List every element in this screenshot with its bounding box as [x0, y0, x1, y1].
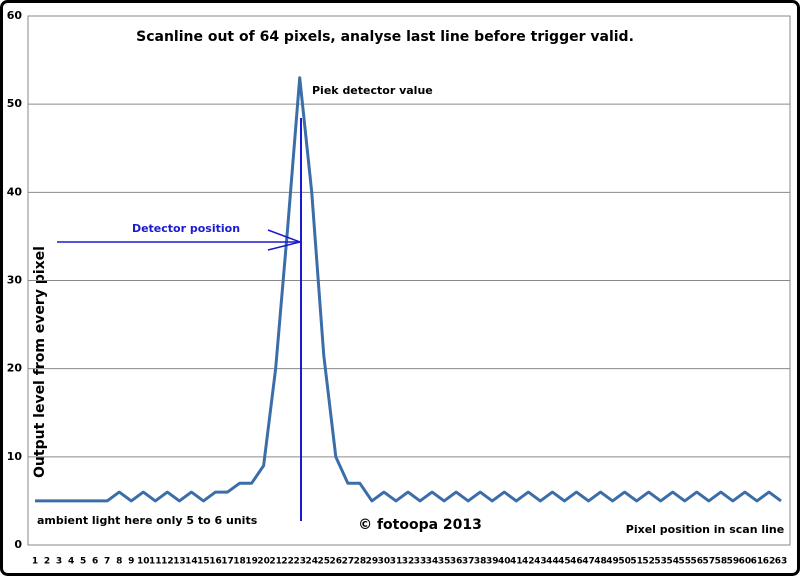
x-tick-label: 25 — [318, 557, 331, 567]
x-tick-label: 2 — [44, 557, 50, 567]
x-tick-label: 62 — [763, 557, 776, 567]
x-tick-label: 61 — [751, 557, 764, 567]
x-tick-label: 52 — [642, 557, 655, 567]
x-tick-label: 59 — [727, 557, 740, 567]
annotation: ambient light here only 5 to 6 units — [37, 514, 258, 527]
x-tick-label: 44 — [546, 557, 559, 567]
x-tick-label: 43 — [534, 557, 547, 567]
x-tick-label: 33 — [414, 557, 427, 567]
x-tick-label: 9 — [128, 557, 134, 567]
chart-title: Scanline out of 64 pixels, analyse last … — [136, 29, 634, 45]
x-tick-label: 41 — [510, 557, 523, 567]
x-tick-label: 22 — [281, 557, 294, 567]
x-tick-label: 32 — [402, 557, 415, 567]
x-tick-label: 34 — [426, 557, 439, 567]
x-tick-label: 28 — [354, 557, 367, 567]
x-tick-label: 27 — [342, 557, 355, 567]
x-tick-label: 15 — [197, 557, 210, 567]
x-tick-label: 17 — [221, 557, 234, 567]
x-tick-label: 47 — [582, 557, 595, 567]
x-tick-label: 6 — [92, 557, 98, 567]
y-tick-label: 30 — [7, 274, 23, 287]
x-tick-label: 12 — [161, 557, 174, 567]
x-tick-label: 30 — [378, 557, 391, 567]
x-tick-label: 11 — [149, 557, 162, 567]
x-tick-label: 10 — [137, 557, 150, 567]
x-tick-label: 3 — [56, 557, 62, 567]
x-tick-label: 26 — [330, 557, 343, 567]
x-tick-label: 8 — [116, 557, 122, 567]
x-tick-label: 63 — [775, 557, 788, 567]
x-tick-label: 40 — [498, 557, 511, 567]
y-tick-label: 50 — [7, 97, 23, 110]
x-tick-label: 50 — [618, 557, 631, 567]
annotation: Detector position — [132, 222, 240, 235]
data-line — [35, 76, 782, 503]
x-tick-label: 55 — [678, 557, 691, 567]
x-tick-label: 38 — [474, 557, 487, 567]
x-tick-label: 39 — [486, 557, 499, 567]
x-tick-label: 57 — [703, 557, 716, 567]
x-tick-label: 56 — [691, 557, 704, 567]
y-axis-label: Output level from every pixel — [32, 246, 48, 478]
arrow-head — [267, 229, 303, 251]
x-tick-label: 51 — [630, 557, 643, 567]
x-tick-label: 16 — [209, 557, 222, 567]
x-tick-label: 7 — [104, 557, 110, 567]
x-tick-label: 29 — [366, 557, 379, 567]
x-tick-label: 1 — [32, 557, 38, 567]
y-tick-label: 20 — [7, 362, 23, 375]
x-tick-label: 48 — [594, 557, 607, 567]
y-tick-label: 10 — [7, 450, 23, 463]
x-tick-label: 18 — [233, 557, 246, 567]
x-tick-label: 21 — [269, 557, 282, 567]
x-tick-label: 49 — [606, 557, 619, 567]
y-tick-label: 0 — [14, 538, 22, 551]
annotation: © fotoopa 2013 — [358, 517, 482, 533]
x-tick-label: 31 — [390, 557, 403, 567]
x-tick-label: 37 — [462, 557, 475, 567]
x-tick-label: 23 — [293, 557, 306, 567]
x-axis-label: Pixel position in scan line — [626, 523, 784, 536]
x-tick-label: 58 — [715, 557, 728, 567]
y-tick-label: 60 — [7, 9, 23, 22]
x-tick-label: 19 — [245, 557, 258, 567]
x-tick-label: 53 — [654, 557, 667, 567]
x-tick-label: 4 — [68, 557, 74, 567]
x-tick-label: 5 — [80, 557, 86, 567]
x-tick-label: 54 — [666, 557, 679, 567]
x-tick-label: 45 — [558, 557, 571, 567]
x-tick-label: 14 — [185, 557, 198, 567]
x-tick-label: 24 — [305, 557, 318, 567]
x-tick-label: 35 — [438, 557, 451, 567]
y-tick-label: 40 — [7, 185, 23, 198]
x-tick-label: 36 — [450, 557, 463, 567]
x-tick-label: 20 — [257, 557, 270, 567]
x-tick-label: 46 — [570, 557, 583, 567]
x-tick-label: 13 — [173, 557, 186, 567]
x-tick-label: 60 — [739, 557, 752, 567]
annotation: Piek detector value — [312, 84, 433, 97]
x-tick-label: 42 — [522, 557, 535, 567]
